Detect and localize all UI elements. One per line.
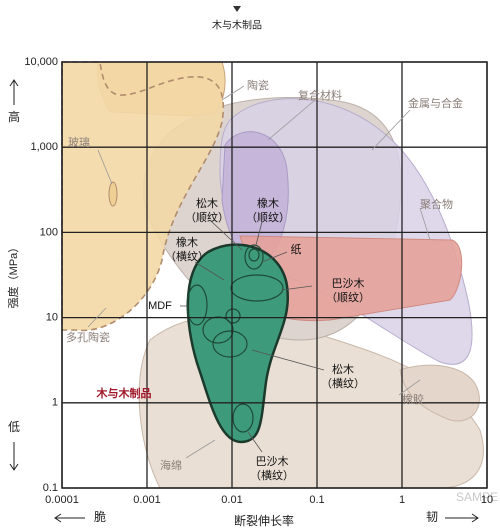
region-label: 橡木 (176, 236, 198, 249)
wood-label: 木与木制品 (96, 386, 152, 400)
x-tick-label: 1 (399, 494, 405, 506)
region-label: （横纹） (321, 376, 365, 390)
region-label: （横纹） (165, 249, 209, 263)
region-label: （横纹） (250, 468, 294, 482)
chart-title: 木与木制品 (212, 19, 262, 32)
x-high-label: 韧 (426, 510, 438, 524)
region-label: （顺纹） (326, 290, 370, 304)
region-label: 金属与合金 (408, 96, 463, 110)
region-label: 巴沙木 (332, 277, 365, 290)
region-label: 松木 (196, 196, 218, 210)
x-left-arrow (54, 513, 85, 523)
region-label: 多孔陶瓷 (66, 330, 110, 344)
region-label: MDF (148, 300, 172, 312)
wood-region (186, 243, 290, 444)
porous-ceramics-region (61, 61, 225, 332)
x-right-arrow (445, 513, 479, 523)
wood-subregions (186, 244, 284, 433)
y-tick-label: 1 (52, 397, 58, 409)
x-tick-label: 0.1 (309, 494, 324, 506)
region-label: （顺纹） (185, 210, 229, 224)
region-label: 纸 (291, 243, 302, 256)
watermark: SAMPE (456, 490, 498, 504)
leader-lines (87, 85, 431, 459)
title-marker (233, 6, 241, 12)
y-tick-label: 0.1 (43, 482, 58, 494)
region-label: 玻璃 (68, 135, 90, 149)
region-label: 橡木 (257, 197, 279, 210)
y-tick-label: 10,000 (24, 56, 58, 68)
y-tick-label: 1,000 (30, 141, 58, 153)
plot-frame (61, 61, 488, 489)
y-tick-label: 10 (46, 312, 58, 324)
region-label: 橡胶 (402, 392, 424, 406)
region-label: 聚合物 (420, 197, 453, 211)
x-tick-label: 0.01 (221, 494, 242, 506)
x-tick-label: 0.0001 (45, 494, 79, 506)
x-tick-label: 10 (481, 494, 493, 506)
composites-inner-region (221, 131, 289, 264)
region-label: 松木 (332, 362, 354, 376)
x-axis-title: 断裂伸长率 (234, 513, 294, 528)
region-label: （顺纹） (246, 210, 290, 224)
x-low-label: 脆 (94, 509, 106, 524)
x-tick-label: 0.001 (133, 494, 161, 506)
y-tick-label: 100 (40, 226, 58, 238)
material-regions (61, 61, 484, 489)
region-label: 陶瓷 (247, 78, 269, 92)
y-axis-title: 强度（MPa） (6, 242, 20, 309)
y-down-arrow (9, 442, 19, 471)
y-low-label: 低 (8, 420, 20, 434)
y-up-arrow (9, 79, 19, 105)
region-label: 巴沙木 (256, 455, 289, 468)
glass-region (108, 181, 118, 207)
y-high-label: 高 (8, 109, 20, 124)
region-label: 复合材料 (298, 88, 342, 102)
region-label: 海绵 (160, 458, 182, 472)
